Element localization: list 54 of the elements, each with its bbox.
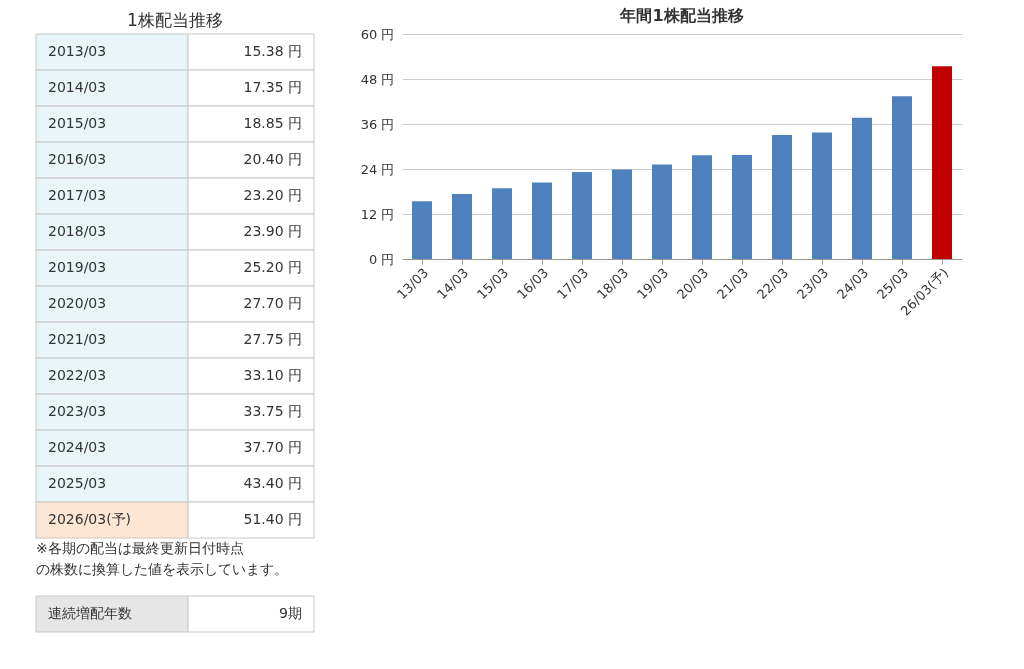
y-tick-label: 12 円 <box>360 206 395 222</box>
text: 25.20 円 <box>243 259 302 275</box>
text: 15.38 円 <box>243 43 302 59</box>
text: 33.10 円 <box>243 367 302 383</box>
text: 23.20 円 <box>243 187 302 203</box>
y-tick-label: 60 円 <box>360 26 395 42</box>
text: 18.85 円 <box>243 115 302 131</box>
text: 2018/03 <box>48 223 107 239</box>
y-tick-label: 0 円 <box>369 251 395 267</box>
text: 2022/03 <box>48 367 107 383</box>
bar <box>692 155 712 259</box>
text: 連続増配年数 <box>48 605 132 621</box>
text: 2024/03 <box>48 439 107 455</box>
y-tick-label: 48 円 <box>360 71 395 87</box>
bar <box>652 164 672 259</box>
bar <box>532 182 552 259</box>
bar <box>412 201 432 259</box>
text: 2017/03 <box>48 187 107 203</box>
text: 27.75 円 <box>243 331 302 347</box>
bar <box>452 193 472 259</box>
text: 2013/03 <box>48 43 107 59</box>
y-tick-label: 36 円 <box>360 116 395 132</box>
text: 51.40 円 <box>243 511 302 527</box>
bar <box>892 96 912 259</box>
text: 37.70 円 <box>243 439 302 455</box>
text: 23.90 円 <box>243 223 302 239</box>
bar <box>772 134 792 259</box>
text: 20.40 円 <box>243 151 302 167</box>
bar <box>852 117 872 259</box>
text: ※各期の配当は最終更新日付時点 <box>36 539 244 556</box>
text: 2026/03(予) <box>48 511 132 527</box>
text: 2023/03 <box>48 403 107 419</box>
text: 17.35 円 <box>243 79 302 95</box>
bar <box>572 172 592 259</box>
bar <box>612 169 632 259</box>
text: 27.70 円 <box>243 295 302 311</box>
bar <box>732 154 752 259</box>
bar <box>812 132 832 259</box>
y-tick-label: 24 円 <box>360 161 395 177</box>
text: 33.75 円 <box>243 403 302 419</box>
text: 9期 <box>279 605 302 621</box>
text: の株数に換算した値を表示しています。 <box>36 560 288 577</box>
bar <box>932 66 952 259</box>
text: 2019/03 <box>48 259 107 275</box>
text: 2016/03 <box>48 151 107 167</box>
text: 2021/03 <box>48 331 107 347</box>
text: 2014/03 <box>48 79 107 95</box>
text: 2025/03 <box>48 475 107 491</box>
text: 2020/03 <box>48 295 107 311</box>
chart-title: 年間1株配当推移 <box>619 6 744 25</box>
bar <box>492 188 512 259</box>
text: 1株配当推移 <box>127 9 223 30</box>
text: 43.40 円 <box>243 475 302 491</box>
text: 2015/03 <box>48 115 107 131</box>
